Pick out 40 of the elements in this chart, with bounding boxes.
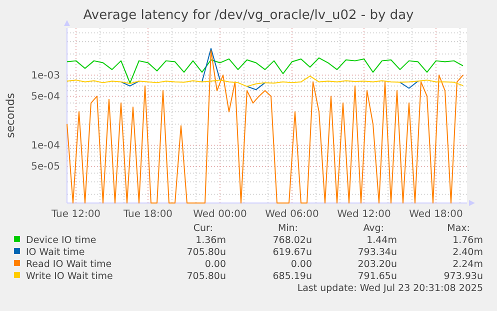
text: Avg: [363,223,384,234]
text: 0.00 [290,259,312,270]
text: 1.76m [452,235,483,246]
x-tick-label: Tue 18:00 [122,209,173,220]
legend-label: IO Wait time [26,247,85,258]
text: 973.93u [444,271,483,282]
line-series [66,76,464,87]
y-tick-label: 5e-04 [31,91,60,102]
line-series [66,57,464,84]
text: Last update: Wed Jul 23 20:31:08 2025 [297,283,483,294]
y-tick-label: 1e-04 [31,140,60,152]
y-tick-label: 5e-05 [31,162,60,173]
text: 1.44m [366,235,397,246]
y-tick-label: 1e-03 [31,70,60,82]
text: 203.20u [358,259,397,270]
text: Min: [278,223,298,234]
legend-label: Write IO Wait time [26,271,114,282]
text: 685.19u [272,271,312,282]
line-series [66,50,464,204]
text: 2.40m [452,247,483,258]
text: Cur: [193,223,213,234]
x-tick-label: Tue 12:00 [50,209,101,220]
legend-label: Read IO Wait time [26,259,112,270]
text: 2.24m [452,259,483,270]
text: 0.00 [204,259,226,270]
text: 1.36m [196,235,226,246]
x-tick-label: Wed 00:00 [193,209,247,220]
text: 791.65u [358,271,397,282]
text: 705.80u [186,271,226,282]
x-tick-label: Wed 18:00 [409,209,463,220]
text: 619.67u [272,247,312,258]
text: 705.80u [186,247,226,258]
chart-title: Average latency for /dev/vg_oracle/lv_u02 - by day [83,8,414,23]
x-tick-label: Wed 06:00 [265,209,319,220]
y-axis-title: seconds [4,92,17,138]
x-tick-label: Wed 12:00 [337,209,391,220]
text: Max: [447,223,470,234]
text: 768.02u [272,235,312,246]
text: 793.34u [358,247,397,258]
legend-label: Device IO time [26,235,96,246]
